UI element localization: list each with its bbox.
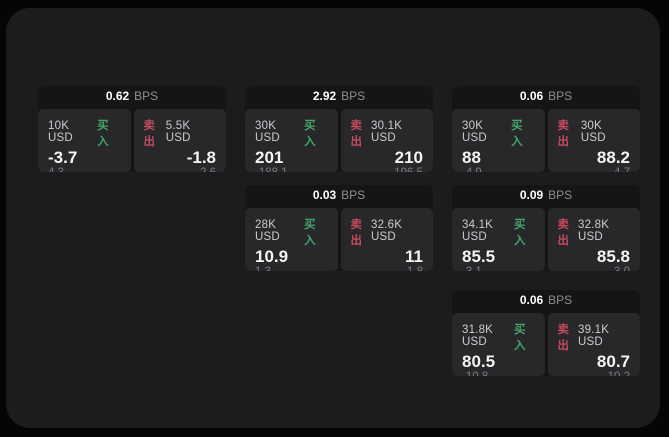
bps-card: 0.06 BPS 30K USD 买入 88 -4.9 卖出 30K USD 8… (452, 86, 640, 172)
card-header: 0.09 BPS (452, 185, 640, 206)
bps-value: 0.09 (519, 188, 544, 202)
card-header: 0.62 BPS (38, 86, 226, 107)
sell-price-value: 11 (405, 247, 423, 266)
buy-delta-value: -10.8 (462, 371, 535, 376)
sell-quote-tile[interactable]: 卖出 32.8K USD 85.8 3.0 (547, 208, 640, 271)
trading-quotes-panel: 0.62 BPS 10K USD 买入 -3.7 4.3 卖出 5.5K USD… (6, 8, 660, 428)
buy-delta-value: 4.3 (48, 167, 121, 172)
sell-quote-tile[interactable]: 卖出 30K USD 88.2 4.7 (547, 109, 640, 172)
buy-amount-label: 34.1K USD (462, 219, 494, 243)
buy-delta-value: -3.1 (462, 266, 535, 271)
buy-price-value: 85.5 (462, 247, 496, 266)
bps-unit-label: BPS (341, 89, 366, 103)
bps-unit-label: BPS (548, 293, 573, 307)
bps-card: 0.62 BPS 10K USD 买入 -3.7 4.3 卖出 5.5K USD… (38, 86, 226, 172)
buy-amount-label: 28K USD (255, 219, 280, 243)
bps-unit-label: BPS (548, 188, 573, 202)
buy-quote-tile[interactable]: 30K USD 买入 88 -4.9 (452, 109, 545, 172)
sell-side-label: 卖出 (350, 120, 363, 148)
buy-side-label: 买入 (513, 219, 526, 247)
sell-price-value: -1.8 (186, 148, 216, 167)
buy-quote-tile[interactable]: 31.8K USD 买入 80.5 -10.8 (452, 313, 545, 376)
card-header: 2.92 BPS (245, 86, 433, 107)
sell-delta-value: 196.5 (351, 167, 423, 172)
bps-unit-label: BPS (341, 188, 366, 202)
buy-delta-value: -188.1 (255, 167, 328, 172)
buy-amount-label: 31.8K USD (462, 324, 494, 348)
sell-delta-value: 10.2 (558, 371, 630, 376)
bps-card: 2.92 BPS 30K USD 买入 201 -188.1 卖出 30.1K … (245, 86, 433, 172)
buy-side-label: 买入 (511, 120, 523, 148)
buy-amount-label: 10K USD (48, 120, 73, 144)
bps-value: 0.03 (312, 188, 337, 202)
buy-price-value: -3.7 (48, 148, 78, 167)
sell-delta-value: 4.7 (558, 167, 630, 172)
sell-amount-label: 30.1K USD (371, 120, 403, 144)
buy-price-value: 10.9 (255, 247, 289, 266)
sell-side-label: 卖出 (143, 120, 156, 148)
sell-price-value: 85.8 (596, 247, 630, 266)
buy-side-label: 买入 (97, 120, 109, 148)
buy-quote-tile[interactable]: 34.1K USD 买入 85.5 -3.1 (452, 208, 545, 271)
sell-price-value: 80.7 (596, 352, 630, 371)
buy-quote-tile[interactable]: 10K USD 买入 -3.7 4.3 (38, 109, 131, 172)
bps-value: 0.06 (519, 89, 544, 103)
sell-amount-label: 39.1K USD (578, 324, 610, 348)
buy-amount-label: 30K USD (255, 120, 280, 144)
card-header: 0.06 BPS (452, 290, 640, 311)
card-header: 0.06 BPS (452, 86, 640, 107)
sell-quote-tile[interactable]: 卖出 39.1K USD 80.7 10.2 (547, 313, 640, 376)
sell-price-value: 88.2 (596, 148, 630, 167)
buy-price-value: 201 (255, 148, 284, 167)
buy-amount-label: 30K USD (462, 120, 487, 144)
buy-price-value: 80.5 (462, 352, 496, 371)
sell-price-value: 210 (394, 148, 423, 167)
sell-side-label: 卖出 (557, 219, 570, 247)
sell-delta-value: 3.0 (558, 266, 630, 271)
sell-side-label: 卖出 (557, 324, 570, 352)
buy-delta-value: 1.3 (255, 266, 328, 271)
bps-unit-label: BPS (134, 89, 159, 103)
card-header: 0.03 BPS (245, 185, 433, 206)
bps-card: 0.03 BPS 28K USD 买入 10.9 1.3 卖出 32.6K US… (245, 185, 433, 271)
sell-delta-value: -2.6 (144, 167, 216, 172)
buy-delta-value: -4.9 (462, 167, 535, 172)
bps-value: 2.92 (312, 89, 337, 103)
sell-amount-label: 5.5K USD (165, 120, 191, 144)
sell-quote-tile[interactable]: 卖出 32.6K USD 11 -1.8 (340, 208, 433, 271)
buy-side-label: 买入 (513, 324, 526, 352)
sell-side-label: 卖出 (557, 120, 570, 148)
sell-amount-label: 32.8K USD (578, 219, 610, 243)
buy-side-label: 买入 (304, 120, 316, 148)
sell-amount-label: 30K USD (580, 120, 606, 144)
sell-quote-tile[interactable]: 卖出 30.1K USD 210 196.5 (340, 109, 433, 172)
sell-amount-label: 32.6K USD (371, 219, 403, 243)
buy-price-value: 88 (462, 148, 481, 167)
sell-delta-value: -1.8 (351, 266, 423, 271)
buy-side-label: 买入 (304, 219, 316, 247)
bps-unit-label: BPS (548, 89, 573, 103)
bps-card: 0.09 BPS 34.1K USD 买入 85.5 -3.1 卖出 32.8K… (452, 185, 640, 271)
sell-side-label: 卖出 (350, 219, 363, 247)
buy-quote-tile[interactable]: 30K USD 买入 201 -188.1 (245, 109, 338, 172)
sell-quote-tile[interactable]: 卖出 5.5K USD -1.8 -2.6 (133, 109, 226, 172)
bps-value: 0.06 (519, 293, 544, 307)
bps-value: 0.62 (105, 89, 130, 103)
buy-quote-tile[interactable]: 28K USD 买入 10.9 1.3 (245, 208, 338, 271)
bps-card: 0.06 BPS 31.8K USD 买入 80.5 -10.8 卖出 39.1… (452, 290, 640, 376)
